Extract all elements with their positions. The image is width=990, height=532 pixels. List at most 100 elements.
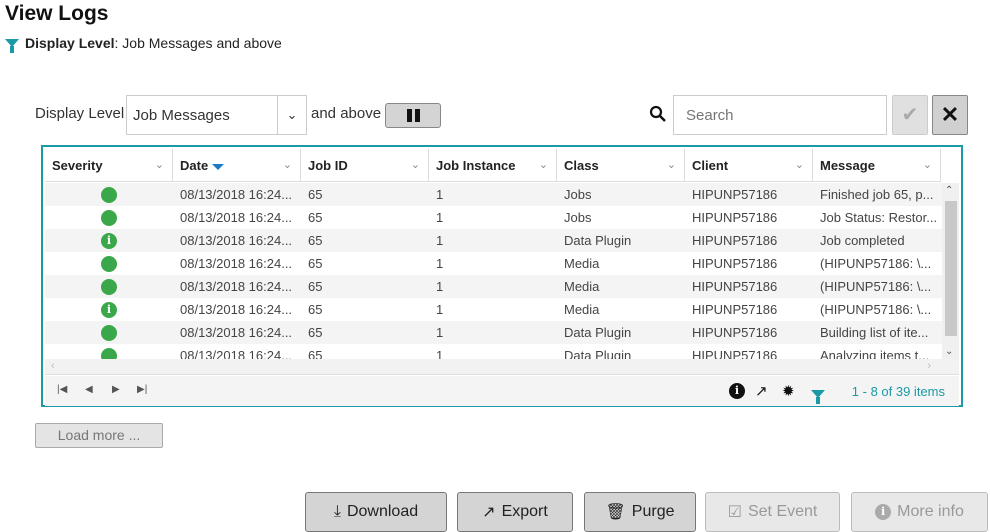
more-info-button[interactable]: i More info bbox=[851, 492, 988, 532]
column-menu-icon[interactable]: ⌄ bbox=[410, 159, 420, 171]
scroll-right-icon[interactable]: › bbox=[927, 360, 931, 372]
column-menu-icon[interactable]: ⌄ bbox=[154, 159, 164, 171]
display-level-select[interactable]: Job Messages ⌄ bbox=[126, 95, 307, 135]
column-menu-icon[interactable]: ⌄ bbox=[666, 159, 676, 171]
date-cell: 08/13/2018 16:24... bbox=[180, 210, 293, 225]
purge-button[interactable]: 🗑 Purge bbox=[584, 492, 696, 532]
severity-cell: i bbox=[45, 232, 173, 249]
instance-cell: 1 bbox=[436, 256, 444, 271]
info-icon[interactable]: i bbox=[729, 383, 745, 399]
info-icon: i bbox=[101, 301, 117, 318]
class-cell: Jobs bbox=[564, 187, 592, 202]
job-id-cell: 65 bbox=[308, 233, 323, 248]
download-icon: ⤓ bbox=[333, 503, 341, 520]
client-cell: HIPUNP57186 bbox=[692, 279, 778, 294]
class-cell: Media bbox=[564, 302, 600, 317]
and-above-label: and above bbox=[311, 105, 382, 122]
class-cell: Data Plugin bbox=[564, 233, 632, 248]
class-cell: Jobs bbox=[564, 210, 592, 225]
success-icon bbox=[101, 324, 117, 341]
download-label: Download bbox=[346, 503, 419, 520]
scroll-up-icon[interactable]: ⌃ bbox=[945, 185, 954, 196]
search-icon bbox=[649, 105, 666, 122]
column-header-job-id[interactable]: Job ID ⌄ bbox=[301, 149, 429, 181]
class-cell: Media bbox=[564, 279, 600, 294]
column-label: Job Instance bbox=[436, 158, 516, 173]
table-row[interactable]: 08/13/2018 16:24... 65 1 Media HIPUNP57186 (H… bbox=[45, 275, 942, 298]
severity-cell bbox=[45, 278, 173, 295]
export-button[interactable]: ↗ Export bbox=[457, 492, 573, 532]
column-label: Job ID bbox=[308, 158, 348, 173]
severity-cell: i bbox=[45, 301, 173, 318]
table-row[interactable]: 08/13/2018 16:24... 65 1 Data Plugin HIPUNP5… bbox=[45, 344, 942, 359]
vertical-scrollbar[interactable]: ⌃ ⌄ bbox=[942, 183, 959, 359]
grid-header: Severity ⌄ Date ⌄ Job ID ⌄ Job Instance ⌄ Class ⌄… bbox=[45, 149, 941, 182]
instance-cell: 1 bbox=[436, 325, 444, 340]
severity-cell bbox=[45, 209, 173, 226]
column-header-severity[interactable]: Severity ⌄ bbox=[45, 149, 173, 181]
client-cell: HIPUNP57186 bbox=[692, 302, 778, 317]
pause-button[interactable] bbox=[385, 103, 441, 128]
success-icon bbox=[101, 255, 117, 272]
apply-search-button[interactable]: ✔ bbox=[892, 95, 928, 135]
pause-icon bbox=[406, 109, 412, 122]
pager-info: 1 - 8 of 39 items bbox=[851, 384, 945, 399]
instance-cell: 1 bbox=[436, 233, 444, 248]
column-menu-icon[interactable]: ⌄ bbox=[794, 159, 804, 171]
table-row[interactable]: 08/13/2018 16:24... 65 1 Jobs HIPUNP57186 Job… bbox=[45, 206, 942, 229]
column-header-job-instance[interactable]: Job Instance ⌄ bbox=[429, 149, 557, 181]
job-id-cell: 65 bbox=[308, 210, 323, 225]
external-link-icon[interactable]: ↗ bbox=[755, 383, 768, 400]
table-row[interactable]: 08/13/2018 16:24... 65 1 Jobs HIPUNP57186 Fin… bbox=[45, 183, 942, 206]
column-header-class[interactable]: Class ⌄ bbox=[557, 149, 685, 181]
load-more-button[interactable]: Load more ... bbox=[35, 423, 163, 448]
column-menu-icon[interactable]: ⌄ bbox=[282, 159, 292, 171]
column-header-message[interactable]: Message ⌄ bbox=[813, 149, 941, 181]
success-icon bbox=[101, 347, 117, 359]
column-label: Message bbox=[820, 158, 875, 173]
first-page-icon[interactable]: |◀ bbox=[57, 384, 68, 395]
date-cell: 08/13/2018 16:24... bbox=[180, 325, 293, 340]
severity-cell bbox=[45, 324, 173, 341]
prev-page-icon[interactable]: ◀ bbox=[85, 384, 93, 395]
column-label: Date bbox=[180, 158, 209, 173]
next-page-icon[interactable]: ▶ bbox=[112, 384, 120, 395]
chevron-down-icon[interactable]: ⌄ bbox=[286, 107, 298, 122]
job-id-cell: 65 bbox=[308, 325, 323, 340]
table-row[interactable]: i 08/13/2018 16:24... 65 1 Data Plugin HIPUNP… bbox=[45, 229, 942, 252]
severity-cell bbox=[45, 186, 173, 203]
download-button[interactable]: ⤓ Download bbox=[305, 492, 447, 532]
column-menu-icon[interactable]: ⌄ bbox=[922, 159, 932, 171]
message-cell: Analyzing items t... bbox=[820, 348, 930, 359]
client-cell: HIPUNP57186 bbox=[692, 325, 778, 340]
client-cell: HIPUNP57186 bbox=[692, 210, 778, 225]
set-event-button[interactable]: ☑ Set Event bbox=[705, 492, 840, 532]
horizontal-scrollbar[interactable]: ‹ › bbox=[45, 359, 959, 375]
severity-cell bbox=[45, 255, 173, 272]
instance-cell: 1 bbox=[436, 348, 444, 359]
column-header-client[interactable]: Client ⌄ bbox=[685, 149, 813, 181]
class-cell: Data Plugin bbox=[564, 348, 632, 359]
logs-grid: Severity ⌄ Date ⌄ Job ID ⌄ Job Instance ⌄ Class ⌄… bbox=[41, 145, 963, 407]
table-row[interactable]: 08/13/2018 16:24... 65 1 Media HIPUNP57186 (H… bbox=[45, 252, 942, 275]
client-cell: HIPUNP57186 bbox=[692, 233, 778, 248]
column-label: Severity bbox=[52, 158, 103, 173]
date-cell: 08/13/2018 16:24... bbox=[180, 302, 293, 317]
table-row[interactable]: 08/13/2018 16:24... 65 1 Data Plugin HIPUNP5… bbox=[45, 321, 942, 344]
info-icon: i bbox=[101, 232, 117, 249]
sort-desc-icon bbox=[212, 163, 225, 170]
column-header-date[interactable]: Date ⌄ bbox=[173, 149, 301, 181]
scroll-left-icon[interactable]: ‹ bbox=[51, 360, 55, 372]
column-menu-icon[interactable]: ⌄ bbox=[538, 159, 548, 171]
table-row[interactable]: i 08/13/2018 16:24... 65 1 Media HIPUNP57186 (… bbox=[45, 298, 942, 321]
scroll-thumb[interactable] bbox=[945, 201, 957, 336]
column-label: Class bbox=[564, 158, 599, 173]
last-page-icon[interactable]: ▶| bbox=[137, 384, 148, 395]
display-level-value: Job Messages bbox=[127, 96, 278, 134]
clear-search-button[interactable]: ✕ bbox=[932, 95, 968, 135]
search-input[interactable] bbox=[673, 95, 887, 135]
filter-icon[interactable] bbox=[811, 390, 825, 404]
scroll-down-icon[interactable]: ⌄ bbox=[945, 346, 954, 357]
settings-icon[interactable]: ✹ bbox=[782, 383, 795, 400]
message-cell: Job completed bbox=[820, 233, 905, 248]
